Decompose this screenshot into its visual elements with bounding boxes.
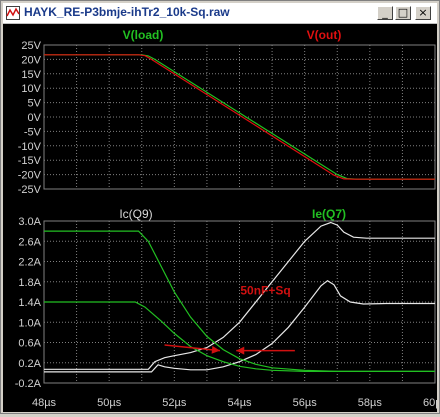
voltage-trace-v-out- [44,54,435,180]
x-tick-label: 58µs [358,397,383,409]
x-tick-label: 50µs [97,397,122,409]
waveform-plot[interactable]: 25V 20V 15V 10V 5V 0V -5V -10V -15V -20V -25V 3.0A… [3,24,440,412]
voltage-y-tick-label: -5V [24,126,42,138]
current-trace-ie-q7- [44,230,435,372]
current-y-tick-label: 0.6A [18,338,41,350]
annotation-arrow-1 [164,344,221,352]
minimize-button[interactable]: _ [377,6,393,20]
close-button[interactable]: × [415,6,431,20]
current-trace-ie-q7-2 [44,301,435,372]
voltage-y-tick-label: -20V [18,170,42,182]
current-y-tick-label: 0.2A [18,358,41,370]
x-tick-label: 48µs [32,397,57,409]
voltage-pane[interactable]: 25V 20V 15V 10V 5V 0V -5V -10V -15V -20V -25V [18,40,436,196]
ic-q9-trace-label[interactable]: Ic(Q9) [119,207,152,221]
current-y-tick-label: 2.2A [18,257,41,269]
waveform-app-icon [6,6,20,20]
current-pane[interactable]: 3.0A 2.6A 2.2A 1.8A 1.4A 1.0A 0.6A 0.2A -0.2A 48µ… [15,216,440,409]
annotation-arrow-head-1 [211,345,220,354]
current-y-tick-label: 1.4A [18,297,41,309]
x-tick-label: 54µs [227,397,252,409]
voltage-y-tick-label: -25V [18,184,42,196]
maximize-button[interactable]: □ [395,6,411,20]
voltage-y-tick-label: -15V [18,155,42,167]
v-load-trace-label[interactable]: V(load) [123,28,164,42]
voltage-y-tick-label: 15V [21,69,41,81]
current-y-tick-label: 1.0A [18,317,41,329]
title-bar[interactable]: HAYK_RE-P3bmje-ihTr2_10k-Sq.raw _ □ × [3,3,437,24]
current-trace-ic-q9-2 [44,221,435,370]
current-trace-ic-q9- [44,279,435,373]
voltage-y-tick-label: 25V [21,40,41,52]
voltage-y-tick-label: 10V [21,83,41,95]
current-y-tick-label: 3.0A [18,216,41,228]
waveform-plot-area[interactable]: 25V 20V 15V 10V 5V 0V -5V -10V -15V -20V -25V 3.0A… [3,24,440,412]
current-y-tick-label: -0.2A [15,378,42,390]
annotation-arrow-head-2 [236,346,245,355]
voltage-y-tick-label: -10V [18,141,42,153]
v-out-trace-label[interactable]: V(out) [307,28,342,42]
x-tick-label: 60µs [423,397,437,409]
ie-q7-trace-label[interactable]: Ie(Q7) [312,207,346,221]
current-y-tick-label: 2.6A [18,236,41,248]
voltage-y-tick-label: 5V [28,98,42,110]
x-tick-label: 56µs [293,397,318,409]
current-y-tick-label: 1.8A [18,277,41,289]
x-tick-label: 52µs [162,397,187,409]
annotation-50nf-sq: 50nF+Sq [240,283,290,297]
window-title: HAYK_RE-P3bmje-ihTr2_10k-Sq.raw [24,5,230,19]
voltage-y-tick-label: 20V [21,54,41,66]
voltage-y-tick-label: 0V [28,112,42,124]
